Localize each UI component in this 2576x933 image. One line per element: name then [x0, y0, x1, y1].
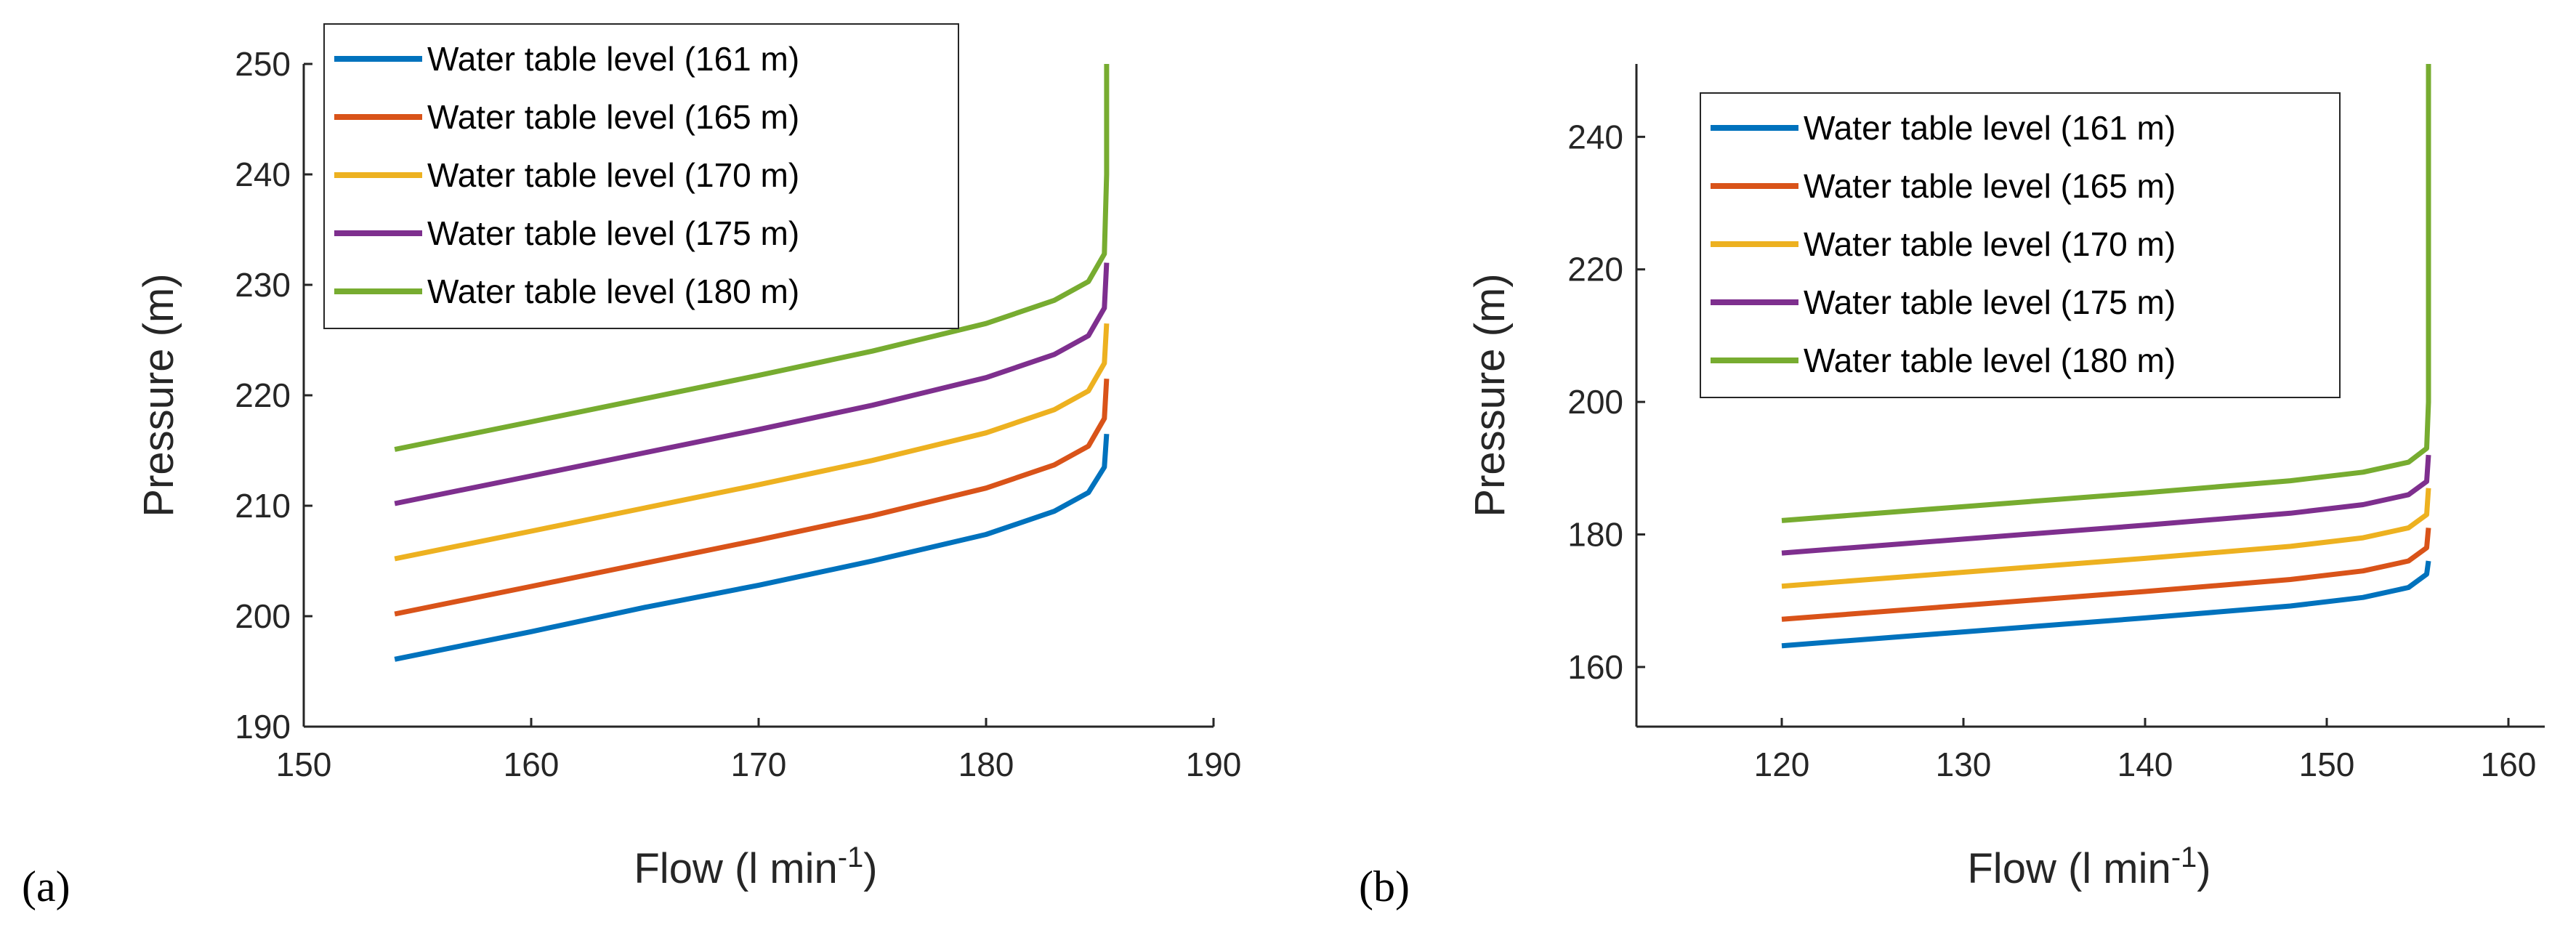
series-line-1	[1781, 560, 2431, 649]
legend-entry-4: Water table level (175 m)	[1804, 283, 2176, 321]
series-line-2	[394, 379, 1110, 617]
legend-entry-3: Water table level (170 m)	[427, 156, 799, 194]
y-tick-label: 200	[1567, 383, 1623, 421]
panel-label: (a)	[22, 863, 70, 910]
series-line-4	[394, 262, 1110, 506]
series-line-3	[1781, 488, 2431, 589]
x-tick-label: 180	[958, 746, 1014, 783]
y-tick-label: 230	[235, 266, 291, 304]
x-tick-label: 130	[1936, 746, 1992, 783]
x-tick-label: 170	[731, 746, 787, 783]
y-tick-label: 190	[235, 708, 291, 746]
series-line-2	[1781, 528, 2431, 622]
series-line-4	[1781, 454, 2431, 556]
legend-entry-2: Water table level (165 m)	[1804, 167, 2176, 205]
y-tick-label: 160	[1567, 648, 1623, 686]
x-tick-label: 160	[2481, 746, 2537, 783]
series-line-3	[394, 323, 1110, 562]
x-tick-label: 160	[504, 746, 560, 783]
y-tick-label: 180	[1567, 516, 1623, 554]
legend-box	[1700, 92, 2341, 398]
series-line-5	[1781, 64, 2431, 523]
legend-entry-1: Water table level (161 m)	[427, 40, 799, 78]
legend-entry-3: Water table level (170 m)	[1804, 225, 2176, 263]
legend-entry-5: Water table level (180 m)	[427, 272, 799, 310]
legend-entry-2: Water table level (165 m)	[427, 98, 799, 136]
legend-entry-4: Water table level (175 m)	[427, 214, 799, 252]
x-tick-label: 120	[1754, 746, 1810, 783]
series-line-1	[394, 433, 1110, 662]
y-tick-label: 220	[1567, 251, 1623, 288]
y-tick-label: 210	[235, 487, 291, 525]
x-tick-label: 150	[276, 746, 332, 783]
legend: Water table level (161 m) Water table lev…	[323, 23, 959, 329]
legend-entry-5: Water table level (180 m)	[1804, 342, 2176, 379]
y-axis-label: Pressure (m)	[1466, 273, 1514, 517]
legend-box	[323, 23, 959, 329]
x-tick-label: 150	[2299, 746, 2355, 783]
y-tick-label: 220	[235, 376, 291, 414]
legend-entry-1: Water table level (161 m)	[1804, 109, 2176, 147]
series-line-5	[394, 64, 1110, 452]
panel-label: (b)	[1359, 863, 1410, 910]
chart-panel-b: 120 130 140 150 160 160 180 200 220 240 Flow (l mi…	[1359, 64, 2545, 910]
chart-panel-a: 150 160 170 180 190 190 200 210 220 230 240 250 Flow…	[22, 23, 1242, 910]
legend: Water table level (161 m) Water table lev…	[1700, 92, 2341, 398]
x-axis-label: Flow (l min-1)	[1967, 841, 2210, 892]
x-tick-label: 140	[2117, 746, 2173, 783]
y-tick-label: 250	[235, 45, 291, 83]
y-tick-label: 200	[235, 597, 291, 635]
y-axis-label: Pressure (m)	[135, 273, 182, 517]
x-tick-label: 190	[1186, 746, 1242, 783]
y-tick-label: 240	[235, 156, 291, 193]
y-tick-label: 240	[1567, 118, 1623, 156]
x-axis-label: Flow (l min-1)	[634, 841, 877, 892]
